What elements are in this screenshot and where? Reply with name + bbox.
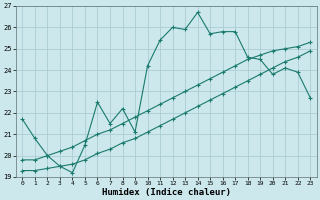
X-axis label: Humidex (Indice chaleur): Humidex (Indice chaleur) (102, 188, 231, 197)
